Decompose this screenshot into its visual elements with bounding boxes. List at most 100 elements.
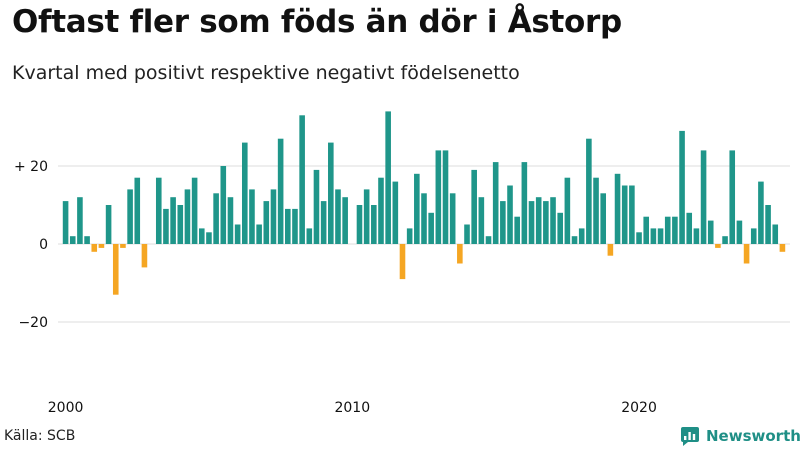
bar-positive [320,201,327,244]
bar-positive [528,201,535,244]
bar-negative [98,244,105,248]
x-tick-label: 2000 [48,400,84,416]
bar-negative [91,244,98,252]
bar-negative [399,244,406,280]
bar-positive [356,205,363,244]
bar-positive [636,232,642,244]
bar-positive [306,228,313,244]
bar-positive [521,162,528,244]
bar-positive [385,111,391,245]
bar-positive [471,169,477,244]
y-tick-label: 0 [39,237,48,253]
bar-positive [342,197,348,244]
bar-positive [256,224,262,244]
brand-name: Newsworthy [706,427,800,445]
bar-positive [478,197,485,244]
y-tick-label: + 20 [14,159,48,175]
bar-positive [693,228,700,244]
bar-positive [163,208,169,244]
bar-positive [593,177,599,244]
bar-positive [206,232,212,244]
bar-positive [765,205,771,244]
bar-positive [664,216,671,244]
bar-positive [363,189,370,244]
bar-positive [578,228,585,244]
bar-positive [77,197,83,244]
bar-positive [170,197,176,244]
bar-negative [607,244,614,256]
bar-positive [643,216,650,244]
bar-positive [234,224,241,244]
bar-positive [155,177,162,244]
bar-positive [550,197,556,244]
bar-positive [378,177,384,244]
bar-positive [650,228,657,244]
source-note: Källa: SCB [4,428,76,444]
bar-positive [500,201,506,244]
bar-positive [750,228,757,244]
bar-positive [657,228,664,244]
bar-positive [127,189,133,244]
bar-positive [84,236,90,244]
y-tick-label: −20 [18,315,48,331]
bar-positive [722,236,728,244]
x-tick-label: 2010 [334,400,370,416]
bar-positive [686,212,693,244]
bar-positive [571,236,578,244]
bar-positive [69,236,76,244]
bar-positive [758,181,764,244]
newsworthy-icon [681,427,699,446]
bar-negative [457,244,463,264]
bar-chart: + 20 0 −20 2000 2010 2020 [14,111,790,416]
bar-positive [335,189,341,244]
bar-positive [270,189,277,244]
bar-positive [184,189,191,244]
bar-positive [464,224,470,244]
bar-positive [285,208,291,244]
bar-positive [105,205,112,244]
bar-positive [191,177,198,244]
chart-subtitle: Kvartal med positivt respektive negativt… [12,62,520,84]
bar-positive [435,150,442,244]
bar-positive [414,173,420,244]
bar-positive [700,150,707,244]
bar-positive [177,205,184,244]
bar-positive [428,212,434,244]
bar-positive [564,177,571,244]
bar-positive [299,115,305,244]
bar-negative [715,244,721,248]
chart-title: Oftast fler som föds än dör i Åstorp [12,4,622,40]
bar-positive [198,228,205,244]
bar-positive [621,185,628,244]
bar-positive [442,150,449,244]
bar-positive [313,169,320,244]
bar-positive [328,142,334,244]
bar-positive [557,212,563,244]
bar-positive [421,193,427,244]
bar-positive [543,201,549,244]
bar-positive [586,138,592,244]
bar-positive [492,162,499,244]
bar-negative [112,244,119,295]
bar-positive [736,220,743,244]
bar-positive [134,177,141,244]
bar-positive [213,193,219,244]
x-tick-label: 2020 [621,400,657,416]
bar-negative [141,244,148,268]
bar-positive [535,197,542,244]
bar-positive [277,138,284,244]
bar-positive [263,201,270,244]
bar-positive [392,181,399,244]
bar-positive [449,193,456,244]
bar-positive [729,150,736,244]
bar-positive [485,236,492,244]
bar-positive [614,173,621,244]
bar-negative [743,244,750,264]
bar-positive [707,220,714,244]
bar-negative [120,244,126,248]
brand-logo: Newsworthy [680,426,800,446]
bar-positive [241,142,248,244]
bar-negative [779,244,786,252]
bar-positive [629,185,635,244]
bar-positive [62,201,69,244]
